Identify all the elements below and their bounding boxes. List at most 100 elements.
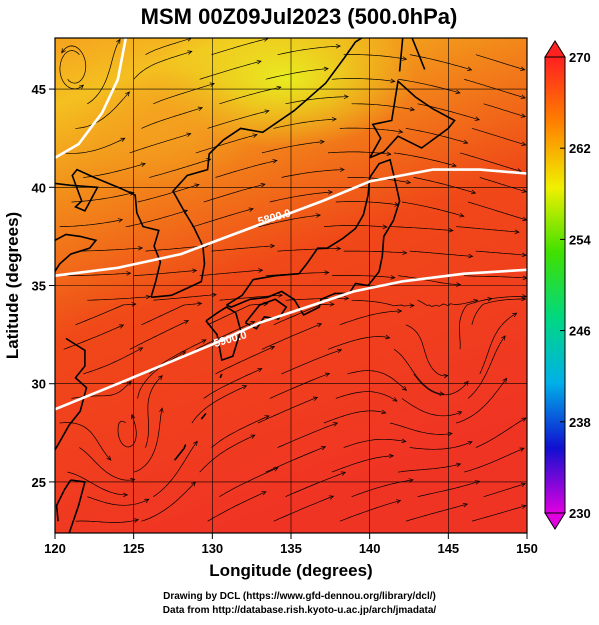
streamline [261, 323, 322, 350]
streamline [456, 378, 507, 424]
streamline [67, 471, 128, 496]
streamline [390, 226, 454, 231]
streamline-arrow [520, 94, 526, 99]
streamline [215, 160, 277, 178]
colorbar-bar [544, 56, 566, 514]
x-tick-label: 125 [123, 541, 145, 556]
streamline-arrow [336, 246, 342, 251]
streamline-arrow [328, 495, 335, 500]
streamline-arrow [402, 250, 408, 255]
streamline [479, 177, 527, 193]
streamlines [59, 38, 527, 523]
streamline [323, 410, 386, 424]
streamline-arrow [320, 446, 327, 451]
streamline-arrow [439, 391, 445, 396]
streamline [269, 373, 330, 399]
streamline [401, 398, 462, 417]
streamline-arrow [397, 308, 403, 314]
streamline-arrow [521, 188, 527, 193]
streamline [273, 118, 337, 129]
x-tick-label: 130 [201, 541, 223, 556]
colorbar-tick-label: 246 [569, 324, 591, 339]
streamline [409, 250, 473, 257]
streamline-arrow [126, 271, 132, 276]
streamline-arrow [250, 434, 256, 439]
streamline-arrow [398, 129, 404, 134]
streamline [129, 133, 191, 154]
streamline-arrow [470, 189, 477, 195]
streamline-arrow [183, 320, 190, 325]
streamline [133, 270, 197, 277]
streamline-arrow [78, 84, 85, 90]
colorbar-max-arrow [544, 40, 566, 58]
footer-credit-drawing: Drawing by DCL (https://www.gfd-dennou.o… [163, 591, 436, 602]
colorbar-tick-label: 238 [569, 415, 591, 430]
streamline-arrow [521, 252, 527, 258]
streamline-arrow [269, 345, 276, 351]
streamline-arrow [390, 78, 396, 84]
streamline-arrow [443, 373, 449, 379]
streamline [153, 294, 217, 301]
streamline-arrow [463, 380, 469, 386]
contour-line [55, 168, 527, 277]
streamline [483, 296, 527, 301]
streamline [219, 294, 283, 301]
streamline [191, 208, 254, 227]
streamline-arrow [315, 213, 321, 218]
streamline-arrow [137, 245, 144, 251]
contour-line [55, 38, 128, 159]
streamline [417, 480, 480, 498]
streamline [397, 78, 460, 94]
x-tick-label: 135 [280, 541, 302, 556]
streamline-arrow [395, 499, 402, 504]
streamline-arrow [118, 324, 125, 329]
streamline [409, 54, 472, 71]
streamline-arrow [401, 438, 407, 444]
streamline [405, 128, 468, 144]
streamline [265, 272, 329, 277]
streamline [199, 434, 255, 473]
streamline [257, 396, 318, 424]
streamline-arrow [270, 243, 276, 249]
streamline-arrow [312, 396, 319, 401]
streamline-arrow [467, 441, 473, 446]
streamline-arrow [502, 377, 508, 383]
streamline [129, 320, 189, 350]
streamline [351, 479, 414, 498]
streamline-arrow [193, 440, 198, 446]
streamline [331, 455, 394, 473]
y-tick-label: 25 [32, 475, 46, 490]
streamline [79, 247, 143, 252]
streamline [390, 422, 453, 435]
streamline [277, 248, 341, 252]
streamline [331, 275, 395, 279]
streamline [67, 272, 131, 277]
coastline-segment [219, 373, 223, 379]
warm-anomaly-shade-2 [75, 68, 255, 188]
streamline-arrow [117, 218, 124, 223]
streamline [71, 192, 134, 203]
colorbar-tick-label: 270 [569, 50, 591, 65]
streamline [471, 128, 526, 146]
streamline [471, 505, 526, 522]
streamline [339, 127, 403, 133]
streamline-arrow [514, 229, 520, 235]
streamline-arrow [329, 302, 335, 307]
streamline [277, 45, 341, 56]
streamline-arrow [144, 498, 150, 504]
streamline-arrow [120, 137, 126, 142]
streamline-arrow [140, 162, 146, 167]
streamline [137, 184, 200, 203]
streamline [87, 496, 149, 506]
streamline [87, 296, 151, 301]
streamline [141, 303, 202, 326]
streamline [397, 463, 461, 473]
coastline-segment [369, 79, 456, 159]
streamline [199, 269, 263, 277]
streamline [117, 414, 137, 448]
y-tick-label: 35 [32, 279, 46, 294]
streamline-arrow [457, 411, 463, 416]
streamline [265, 68, 329, 80]
streamline-arrow [473, 298, 479, 304]
